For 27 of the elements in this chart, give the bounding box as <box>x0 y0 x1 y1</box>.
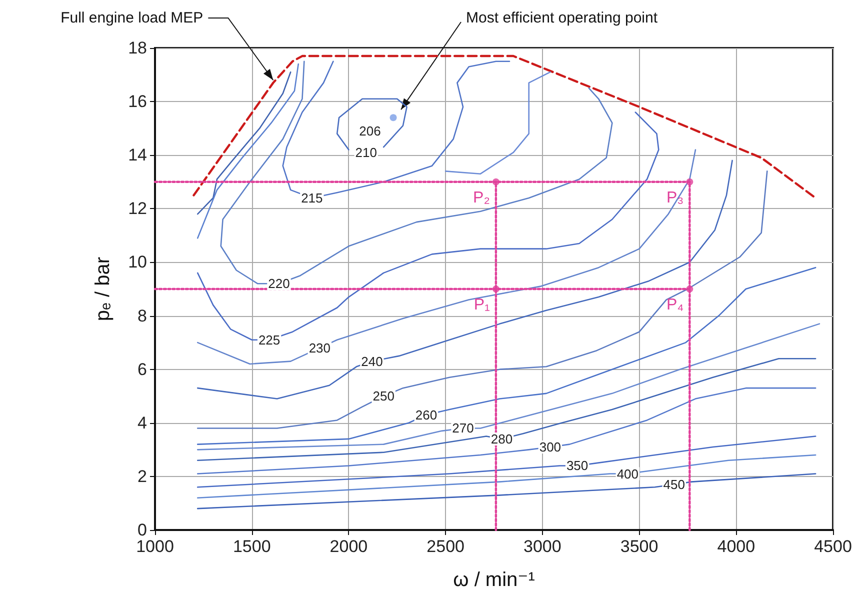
x-tick-label: 1000 <box>136 537 174 556</box>
x-axis-title: ω / min⁻¹ <box>453 569 536 591</box>
y-tick-label: 14 <box>128 146 147 165</box>
x-tick-label: 2500 <box>426 537 464 556</box>
y-tick-label: 2 <box>138 466 147 486</box>
y-tick-label: 18 <box>128 38 147 58</box>
annotation: Most efficient operating point <box>466 10 658 26</box>
annotation: P₁ <box>474 296 490 314</box>
y-tick-label: 10 <box>128 252 147 272</box>
x-tick-label: 1500 <box>232 537 271 556</box>
y-tick-label: 8 <box>138 306 147 326</box>
y-tick-label: 12 <box>128 199 147 218</box>
y-tick-label: 4 <box>138 413 147 432</box>
y-axis-title: pₑ / bar <box>92 256 114 322</box>
y-tick-label: 6 <box>138 360 147 379</box>
y-tick-label: 16 <box>128 92 147 112</box>
annotation: 210 <box>355 144 377 160</box>
annotation: 206 <box>359 124 381 139</box>
x-tick-label: 4000 <box>717 537 756 556</box>
x-tick-label: 2000 <box>330 537 368 556</box>
x-tick-label: 3500 <box>620 537 658 556</box>
annotation: P₂ <box>473 189 490 206</box>
x-tick-label: 4500 <box>814 537 852 556</box>
x-tick-label: 3000 <box>524 537 562 556</box>
y-tick-label: 0 <box>138 520 147 540</box>
annotation: Full engine load MEP <box>60 10 204 26</box>
annotation: P₄ <box>666 296 684 314</box>
